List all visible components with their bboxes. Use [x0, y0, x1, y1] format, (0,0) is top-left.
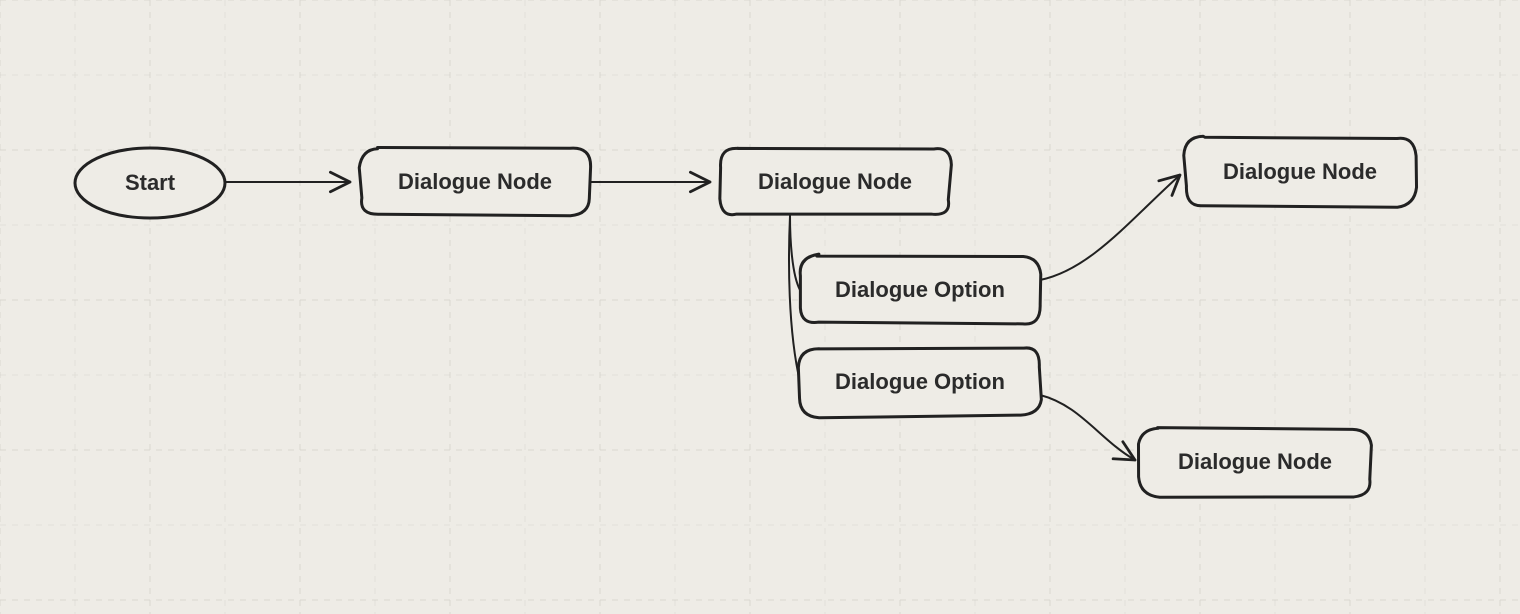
node-dn2[interactable] — [720, 148, 952, 214]
node-opt2[interactable] — [798, 348, 1041, 418]
edge-opt2-dn4 — [1040, 395, 1135, 460]
node-dn1[interactable] — [359, 148, 590, 216]
node-start[interactable] — [75, 148, 225, 218]
node-dn4[interactable] — [1138, 428, 1371, 498]
diagram-canvas[interactable]: StartDialogue NodeDialogue NodeDialogue … — [0, 0, 1520, 614]
node-opt1[interactable] — [800, 254, 1041, 324]
diagram-svg — [0, 0, 1520, 614]
node-dn3[interactable] — [1184, 136, 1417, 207]
edge-opt1-dn3 — [1040, 175, 1180, 280]
edge-dn2-opt1 — [790, 216, 800, 290]
